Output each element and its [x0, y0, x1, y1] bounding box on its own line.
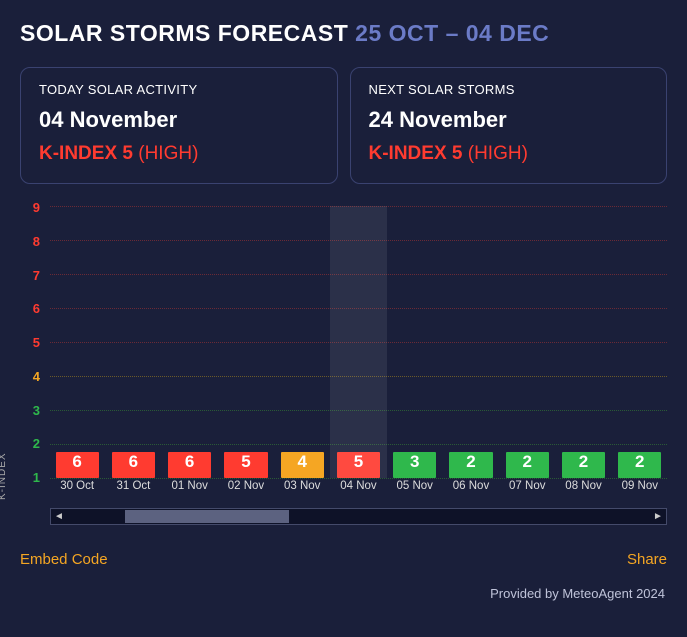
bar-value: 3: [410, 452, 419, 478]
bar-value: 2: [579, 452, 588, 478]
bar-value: 2: [523, 452, 532, 478]
chart-scrollbar[interactable]: ◄ ►: [50, 508, 667, 525]
bar-value: 2: [635, 452, 644, 478]
bar-column: 2: [502, 452, 552, 478]
kindex-bar: 6: [112, 452, 155, 478]
x-tick-label: 07 Nov: [502, 480, 552, 496]
kindex-chart: K-INDEX 987654321 66654532222 30 Oct31 O…: [20, 206, 667, 496]
title-prefix: SOLAR STORMS FORECAST: [20, 20, 348, 46]
kindex-bar: 4: [281, 452, 324, 478]
x-tick-label: 05 Nov: [390, 480, 440, 496]
bar-value: 2: [466, 452, 475, 478]
summary-cards: TODAY SOLAR ACTIVITY 04 November K-INDEX…: [20, 67, 667, 184]
x-tick-label: 02 Nov: [221, 480, 271, 496]
bar-column: 3: [390, 452, 440, 478]
next-kindex-value: K-INDEX 5: [369, 143, 463, 164]
x-tick-label: 06 Nov: [446, 480, 496, 496]
kindex-bar: 3: [393, 452, 436, 478]
kindex-bar: 6: [56, 452, 99, 478]
footer-links: Embed Code Share: [20, 551, 667, 568]
kindex-bar: 5: [224, 452, 267, 478]
share-link[interactable]: Share: [627, 551, 667, 568]
bar-column: 6: [52, 452, 102, 478]
bar-value: 6: [129, 452, 138, 478]
y-axis-title: K-INDEX: [0, 452, 8, 500]
embed-code-link[interactable]: Embed Code: [20, 551, 108, 568]
bar-column: 6: [108, 452, 158, 478]
bar-column: 5: [221, 452, 271, 478]
x-tick-label: 30 Oct: [52, 480, 102, 496]
kindex-bar: 6: [168, 452, 211, 478]
bar-value: 6: [185, 452, 194, 478]
today-card-kindex: K-INDEX 5 (HIGH): [39, 143, 319, 165]
next-card-label: NEXT SOLAR STORMS: [369, 82, 649, 97]
bar-column: 2: [558, 452, 608, 478]
next-card-date: 24 November: [369, 107, 649, 133]
bar-column: 6: [165, 452, 215, 478]
x-tick-label: 09 Nov: [615, 480, 665, 496]
next-storms-card: NEXT SOLAR STORMS 24 November K-INDEX 5 …: [350, 67, 668, 184]
today-card-label: TODAY SOLAR ACTIVITY: [39, 82, 319, 97]
scroll-right-arrow[interactable]: ►: [650, 511, 666, 522]
attribution: Provided by MeteoAgent 2024: [20, 586, 667, 601]
grid-line: [50, 478, 667, 479]
scroll-track[interactable]: [67, 509, 650, 524]
page-title: SOLAR STORMS FORECAST 25 OCT – 04 DEC: [20, 20, 667, 47]
next-card-kindex: K-INDEX 5 (HIGH): [369, 143, 649, 165]
title-date-range: 25 OCT – 04 DEC: [355, 20, 549, 46]
bar-value: 6: [72, 452, 81, 478]
scroll-thumb[interactable]: [125, 510, 288, 523]
today-highlight: [330, 206, 386, 478]
bar-column: 2: [446, 452, 496, 478]
kindex-bar: 2: [618, 452, 661, 478]
x-tick-label: 03 Nov: [277, 480, 327, 496]
bar-column: 4: [277, 452, 327, 478]
bar-value: 4: [297, 452, 306, 478]
x-tick-label: 04 Nov: [333, 480, 383, 496]
today-activity-card: TODAY SOLAR ACTIVITY 04 November K-INDEX…: [20, 67, 338, 184]
x-tick-label: 31 Oct: [108, 480, 158, 496]
scroll-left-arrow[interactable]: ◄: [51, 511, 67, 522]
next-kindex-level: (HIGH): [468, 143, 528, 164]
x-tick-label: 08 Nov: [558, 480, 608, 496]
chart-plot-area: 66654532222 30 Oct31 Oct01 Nov02 Nov03 N…: [50, 206, 667, 496]
bar-column: 2: [615, 452, 665, 478]
bar-value: 5: [241, 452, 250, 478]
x-tick-label: 01 Nov: [165, 480, 215, 496]
y-axis: 987654321: [20, 206, 46, 496]
today-card-date: 04 November: [39, 107, 319, 133]
today-kindex-value: K-INDEX 5: [39, 143, 133, 164]
kindex-bar: 2: [506, 452, 549, 478]
kindex-bar: 2: [562, 452, 605, 478]
today-kindex-level: (HIGH): [138, 143, 198, 164]
x-axis-labels: 30 Oct 31 Oct 01 Nov 02 Nov 03 Nov 04 Nov 05 N…: [50, 480, 667, 496]
kindex-bar: 2: [449, 452, 492, 478]
